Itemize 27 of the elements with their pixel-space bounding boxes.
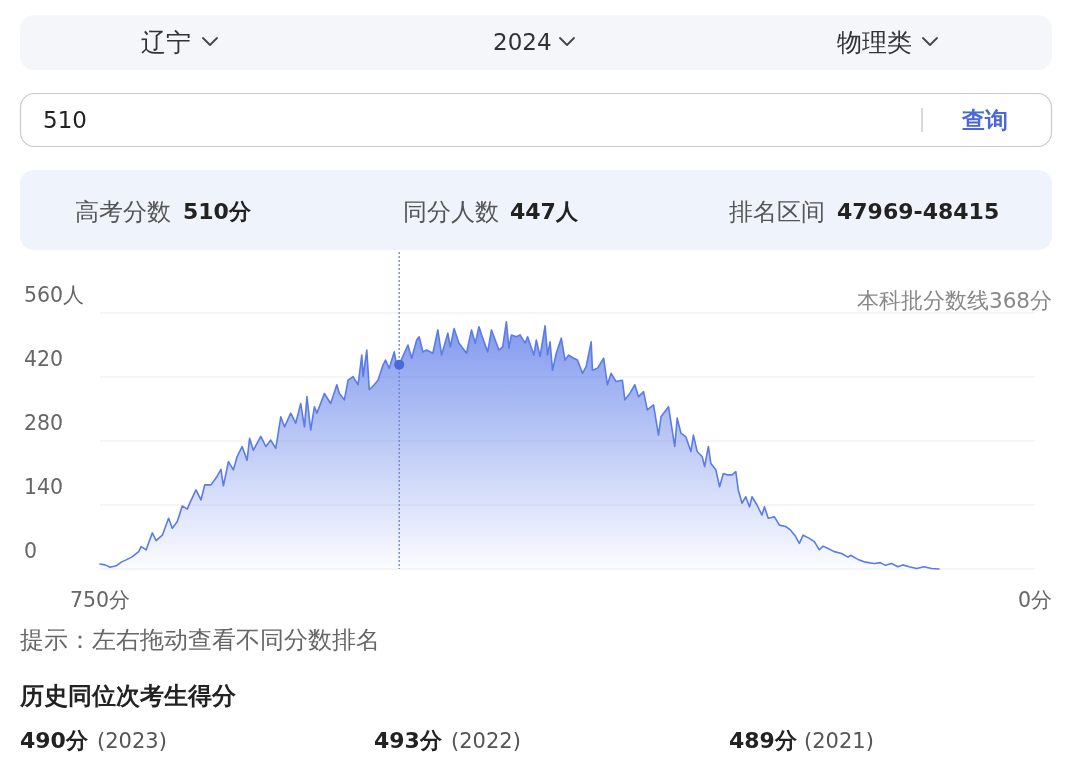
x-tick-label: 0分 xyxy=(1017,588,1053,612)
y-tick-label: 420 xyxy=(24,347,64,371)
text: (2021) xyxy=(804,729,874,753)
text: (2023) xyxy=(97,729,167,753)
text: 489分 xyxy=(729,728,798,753)
text: 447人 xyxy=(510,199,579,224)
text: 物理类 xyxy=(837,28,912,57)
text: 历史同位次考生得分 xyxy=(19,682,237,710)
y-tick-label: 560人 xyxy=(24,283,85,307)
text: 高考分数 xyxy=(75,198,171,226)
y-tick-label: 280 xyxy=(24,411,64,435)
text: 辽宁 xyxy=(141,28,191,57)
x-tick-label: 750分 xyxy=(69,588,131,612)
annotation: 本科批分数线368分 xyxy=(856,288,1052,313)
text: 同分人数 xyxy=(403,198,499,226)
text: 排名区间 xyxy=(729,198,825,226)
text: 2024 xyxy=(493,29,552,55)
text: 47969-48415 xyxy=(837,199,1000,224)
text: (2022) xyxy=(451,729,521,753)
text: 提示：左右拖动查看不同分数排名 xyxy=(20,626,380,654)
text: 查询 xyxy=(961,107,1008,133)
text: 490分 xyxy=(20,728,89,753)
text: 510分 xyxy=(183,199,252,224)
text: 493分 xyxy=(374,728,443,753)
y-tick-label: 140 xyxy=(24,475,64,499)
y-tick-label: 0 xyxy=(24,539,38,563)
text: 510 xyxy=(43,107,87,133)
